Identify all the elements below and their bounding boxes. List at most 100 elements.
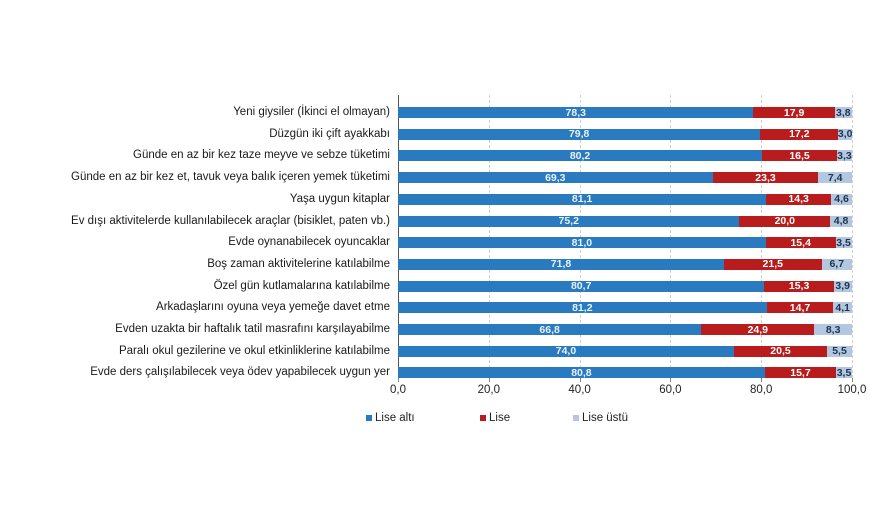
bar-segment: 81,2 [398,302,767,314]
bar-segment: 21,5 [723,258,822,270]
bar-segment: 3,9 [833,280,852,293]
bar-segment: 66,8 [398,323,702,336]
legend-swatch-icon [573,415,579,421]
category-label: Düzgün iki çift ayakkabı [269,127,390,140]
bar-segment: 3,0 [838,128,853,140]
legend-label: Lise [489,412,511,424]
data-label: 3,5 [836,236,851,249]
bar-segment: 20,5 [733,345,828,358]
bar-segment: 8,3 [814,324,852,336]
gridline [488,95,490,378]
bar-segment: 4,1 [833,301,852,314]
tick-mark [488,378,490,382]
category-label: Arkadaşlarını oyuna veya yemeğe davet et… [156,301,390,314]
legend-swatch-icon [366,415,372,421]
data-label: 80,7 [570,280,592,293]
category-label: Evde ders çalışılabilecek veya ödev yapa… [90,366,390,379]
bar-segment: 5,5 [827,345,852,358]
data-label: 7,4 [827,171,843,184]
data-label: 3,9 [835,280,850,293]
bar-segment: 14,7 [766,302,834,314]
bar-segment: 3,5 [836,366,852,379]
data-label: 5,5 [832,345,847,358]
data-label: 69,3 [545,171,566,184]
bar-segment: 80,2 [398,150,763,162]
bar-segment: 20,0 [739,215,831,227]
bar-row: 78,3 17,9 3,8 [398,106,852,119]
bar-segment: 15,3 [764,280,834,293]
data-label: 3,5 [836,366,852,379]
legend-item: Lise altı [366,412,415,424]
data-label: 24,9 [747,323,768,336]
data-label: 66,8 [539,323,560,336]
data-label: 17,9 [783,106,805,119]
tick-label: 40,0 [568,384,591,396]
data-label: 71,8 [550,258,572,271]
category-label: Paralı okul gezilerine ve okul etkinlikl… [118,344,390,357]
bar-segment: 3,3 [837,149,852,162]
bar-segment: 79,8 [398,128,761,140]
bar-row: 74,0 20,5 5,5 [398,345,852,358]
gridline [670,95,672,378]
legend-label: Lise üstü [582,412,629,424]
tick-mark [398,378,399,382]
data-label: 75,2 [558,215,579,227]
tick-label: 20,0 [477,384,500,396]
tick-mark [852,378,853,382]
bar-segment: 81,0 [398,237,766,249]
tick-mark [579,378,581,382]
data-label: 16,5 [789,149,810,162]
data-label: 4,6 [834,193,849,206]
bar-row: 81,2 14,7 4,1 [398,301,852,314]
data-label: 3,3 [837,149,852,162]
data-label: 78,3 [565,106,586,119]
tick-label: 80,0 [749,384,773,396]
category-label: Günde en az bir kez taze meyve ve sebze … [133,149,390,162]
legend-swatch-icon [480,415,486,421]
data-label: 4,1 [835,301,850,314]
bar-row: 66,8 24,9 8,3 [398,323,852,336]
bar-segment: 16,5 [762,149,837,162]
bar-row: 80,8 15,7 3,5 [398,366,852,379]
bar-segment: 71,8 [398,258,724,271]
category-label: Evde oynanabilecek oyuncaklar [228,236,390,249]
bar-segment: 14,3 [766,193,832,206]
bar-segment: 74,0 [398,345,734,357]
data-label: 23,3 [755,171,776,184]
bar-segment: 4,6 [831,193,852,206]
bar-segment: 75,2 [398,215,740,227]
bar-segment: 80,7 [398,280,765,293]
data-label: 3,8 [836,106,851,119]
tick-mark [761,378,763,382]
data-label: 20,5 [770,345,791,358]
plot-area: 78,3 17,9 3,8 79,8 17,2 3,0 80,2 16,5 3,3 69,3 23,… [398,95,853,379]
data-label: 15,4 [790,236,811,249]
data-label: 4,8 [833,215,849,227]
data-label: 15,3 [788,280,810,293]
tick-mark [670,378,672,382]
category-label: Ev dışı aktivitelerde kullanılabilecek a… [71,214,390,227]
bar-segment: 23,3 [712,171,819,184]
category-axis-line [398,95,399,378]
bar-segment: 6,7 [821,258,852,271]
data-label: 15,7 [790,366,811,379]
tick-label: 100,0 [837,384,867,396]
category-label: Günde en az bir kez et, tavuk veya balık… [71,171,390,184]
data-label: 14,3 [788,193,809,206]
bar-segment: 3,8 [834,106,852,119]
bar-row: 81,0 15,4 3,5 [398,236,852,249]
bar-row: 75,2 20,0 4,8 [398,215,852,227]
data-label: 6,7 [829,258,845,271]
category-label: Boş zaman aktivitelerine katılabilme [207,257,390,270]
legend-item: Lise [480,412,510,424]
bar-segment: 15,7 [764,366,837,379]
category-label: Özel gün kutlamalarına katılabilme [213,279,390,292]
tick-label: 60,0 [659,384,682,396]
bar-row: 69,3 23,3 7,4 [398,171,852,184]
bar-segment: 17,2 [760,128,839,140]
bar-row: 80,2 16,5 3,3 [398,149,852,162]
bar-segment: 81,1 [398,193,767,205]
bar-row: 81,1 14,3 4,6 [398,193,852,206]
gridline [579,95,581,378]
